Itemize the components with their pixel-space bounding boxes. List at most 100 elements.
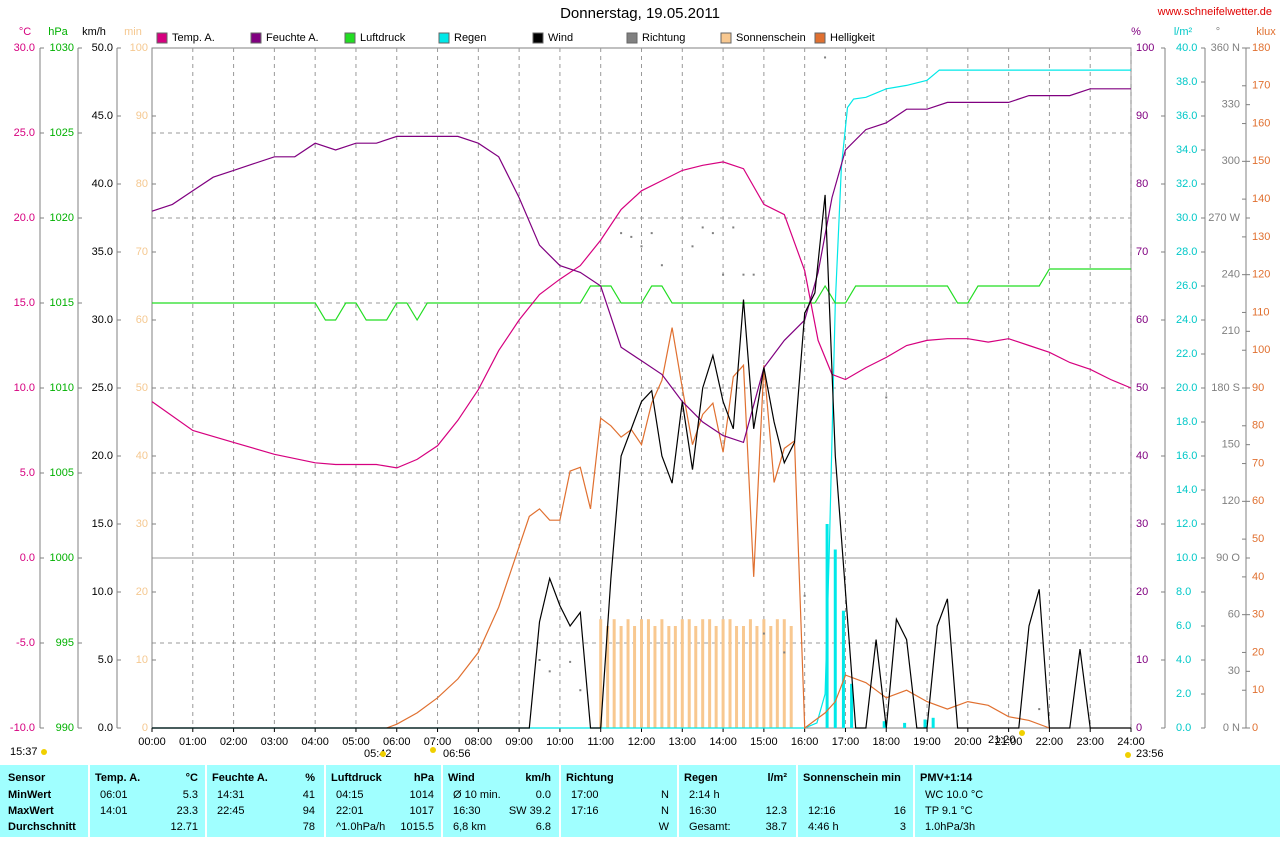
x-tick-label: 13:00 <box>669 736 697 748</box>
sunshine-bar <box>714 626 718 728</box>
sunshine-bar <box>646 619 650 728</box>
y-tick-label: 60 <box>1228 609 1240 621</box>
legend-swatch <box>250 32 262 44</box>
direction-dot <box>701 226 704 229</box>
legend-label: Wind <box>548 32 573 44</box>
y-tick-label: 15.0 <box>14 297 35 309</box>
y-tick-label: 1015 <box>50 297 74 309</box>
sunshine-bar <box>633 626 637 728</box>
table-cell: ^1.0hPa/h <box>336 821 385 833</box>
table-cell: 12:16 <box>808 805 836 817</box>
table-cell: 14:01 <box>100 805 128 817</box>
y-tick-label: 70 <box>1252 457 1264 469</box>
y-tick-label: 40.0 <box>1176 42 1197 54</box>
y-tick-label: 120 <box>1252 269 1270 281</box>
y-tick-label: 36.0 <box>1176 110 1197 122</box>
y-tick-label: 60 <box>136 314 148 326</box>
y-tick-label: 100 <box>1136 42 1154 54</box>
y-tick-label: 990 <box>56 722 74 734</box>
legend-swatch <box>438 32 450 44</box>
y-tick-label: 10.0 <box>14 382 35 394</box>
table-cell: 12.71 <box>170 821 198 833</box>
direction-dot <box>885 396 888 399</box>
y-tick-label: 150 <box>1222 439 1240 451</box>
y-tick-label: 30 <box>1136 518 1148 530</box>
annotation: 21:20 <box>988 734 1016 746</box>
x-tick-label: 15:00 <box>750 736 778 748</box>
table-cell: 0.0 <box>536 789 551 801</box>
table-cell: N <box>661 805 669 817</box>
sun-marker <box>1125 752 1131 758</box>
legend-label: Luftdruck <box>360 32 406 44</box>
sunshine-bar <box>748 619 752 728</box>
y-tick-label: 10 <box>136 654 148 666</box>
annotation: 06:56 <box>443 748 471 760</box>
y-tick-label: 1030 <box>50 42 74 54</box>
sunshine-bar <box>741 626 745 728</box>
y-tick-label: 180 S <box>1211 382 1240 394</box>
table-cell: 1015.5 <box>400 821 434 833</box>
y-tick-label: 30 <box>1228 665 1240 677</box>
y-tick-label: 45.0 <box>92 110 113 122</box>
direction-dot <box>752 273 755 276</box>
legend-swatch <box>532 32 544 44</box>
table-cell: 6.8 <box>536 821 551 833</box>
legend-swatch <box>156 32 168 44</box>
y-tick-label: 25.0 <box>14 127 35 139</box>
sunshine-bar <box>694 626 698 728</box>
table-cell: 1017 <box>410 805 434 817</box>
x-tick-label: 04:00 <box>301 736 329 748</box>
rain-bar <box>833 549 837 728</box>
y-tick-label: 12.0 <box>1176 518 1197 530</box>
table-cell: Gesamt: <box>689 821 731 833</box>
table-cell: WC 10.0 °C <box>925 789 983 801</box>
table-cell: 22:01 <box>336 805 364 817</box>
y-tick-label: 26.0 <box>1176 280 1197 292</box>
y-tick-label: 90 <box>1136 110 1148 122</box>
y-tick-label: 270 W <box>1208 212 1240 224</box>
x-tick-label: 07:00 <box>424 736 452 748</box>
y-tick-label: 50 <box>1252 533 1264 545</box>
table-cell: 16:30 <box>689 805 717 817</box>
direction-dot <box>803 594 806 597</box>
axis-unit: ° <box>1216 26 1220 38</box>
y-tick-label: 30 <box>136 518 148 530</box>
table-cell: 1014 <box>410 789 434 801</box>
sunshine-bar <box>653 626 657 728</box>
table-header: Sensor <box>8 772 46 784</box>
table-header: Richtung <box>566 772 614 784</box>
table-header: PMV+1:14 <box>920 772 973 784</box>
y-tick-label: 0 <box>1252 722 1258 734</box>
table-cell: TP 9.1 °C <box>925 805 973 817</box>
table-cell: N <box>661 789 669 801</box>
x-tick-label: 21:00 <box>995 736 1023 748</box>
sunshine-bar <box>626 619 630 728</box>
sunshine-bar <box>735 626 739 728</box>
x-tick-label: 17:00 <box>832 736 860 748</box>
table-cell: 94 <box>303 805 315 817</box>
rain-bar <box>923 719 927 728</box>
y-tick-label: 40 <box>1136 450 1148 462</box>
direction-dot <box>650 232 653 235</box>
table-cell: 2:14 h <box>689 789 720 801</box>
y-tick-label: 995 <box>56 637 74 649</box>
y-tick-label: 2.0 <box>1176 688 1191 700</box>
y-tick-label: 4.0 <box>1176 654 1191 666</box>
y-tick-label: 180 <box>1252 42 1270 54</box>
y-tick-label: 16.0 <box>1176 450 1197 462</box>
y-tick-label: 100 <box>1252 344 1270 356</box>
table-cell: 23.3 <box>177 805 198 817</box>
table-header: °C <box>186 772 198 784</box>
x-tick-label: 19:00 <box>913 736 941 748</box>
legend-label: Sonnenschein <box>736 32 806 44</box>
y-tick-label: 20 <box>1136 586 1148 598</box>
y-tick-label: 30.0 <box>92 314 113 326</box>
sunshine-bar <box>782 619 786 728</box>
sunshine-bar <box>619 626 623 728</box>
direction-dot <box>1038 708 1041 711</box>
legend-swatch <box>720 32 732 44</box>
series-line <box>152 268 1131 322</box>
y-tick-label: 1020 <box>50 212 74 224</box>
y-tick-label: 15.0 <box>92 518 113 530</box>
